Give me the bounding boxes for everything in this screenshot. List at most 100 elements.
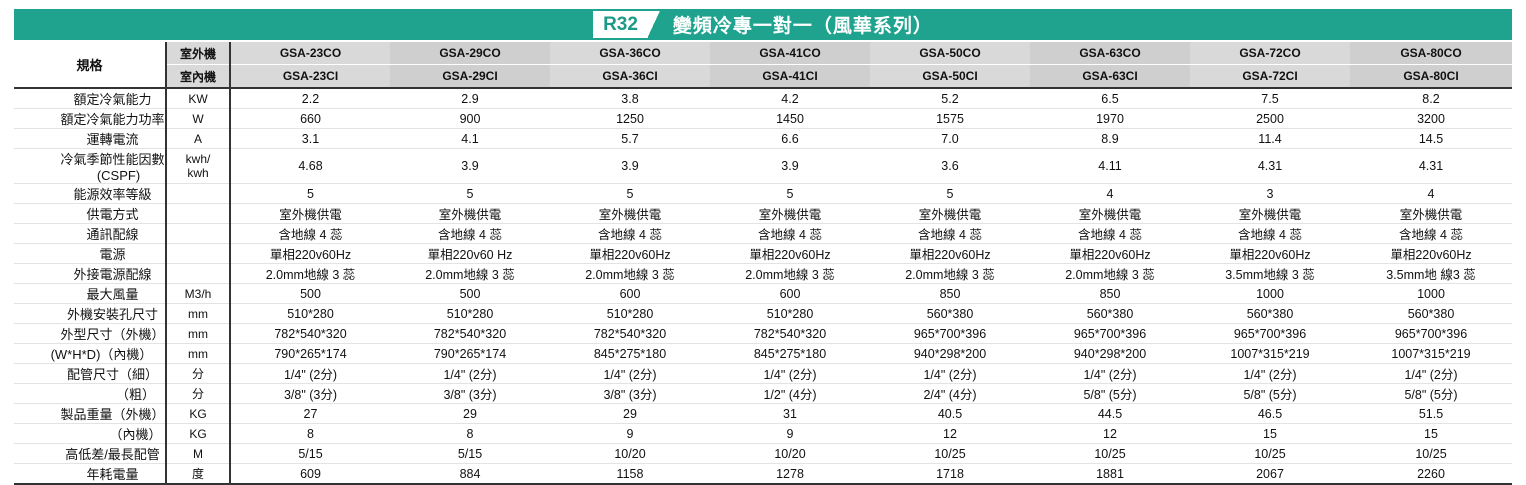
spec-value: 5/8" (5分) xyxy=(1190,383,1350,404)
spec-value: 室外機供電 xyxy=(550,203,710,224)
row-unit: KG xyxy=(165,423,231,444)
spec-row: 外機安裝孔尺寸 mm 510*280 510*280 510*280 510*280 560… xyxy=(14,303,1512,324)
spec-value: 1000 xyxy=(1190,283,1350,304)
spec-value: 845*275*180 xyxy=(710,343,870,364)
spec-value: 5 xyxy=(230,183,390,204)
spec-value: 含地線 4 蕊 xyxy=(390,223,550,244)
row-label: (W*H*D)（內機） xyxy=(14,343,166,364)
spec-value: 3.8 xyxy=(550,88,710,109)
spec-value: 7.5 xyxy=(1190,88,1350,109)
spec-value: 6.5 xyxy=(1030,88,1190,109)
spec-value: 1881 xyxy=(1030,463,1190,485)
spec-value: 4.2 xyxy=(710,88,870,109)
outdoor-model-3: GSA-41CO xyxy=(710,42,870,65)
spec-value: 含地線 4 蕊 xyxy=(1350,223,1512,244)
spec-value: 884 xyxy=(390,463,550,485)
row-label-subtext: (CSPF) xyxy=(96,168,141,183)
spec-value: 510*280 xyxy=(710,303,870,324)
row-unit-text: mm xyxy=(188,346,208,361)
spec-value: 940*298*200 xyxy=(1030,343,1190,364)
row-label-text: (W*H*D)（內機） xyxy=(50,347,153,362)
spec-value: 1158 xyxy=(550,463,710,485)
row-label-text: 配管尺寸（細） xyxy=(66,367,158,382)
spec-value: 5/15 xyxy=(230,443,390,464)
row-unit xyxy=(165,263,231,284)
spec-value: 單相220v60Hz xyxy=(1190,243,1350,264)
indoor-model-0: GSA-23CI xyxy=(230,64,390,89)
spec-value: 單相220v60Hz xyxy=(1030,243,1190,264)
spec-value: 560*380 xyxy=(870,303,1030,324)
row-label: 外型尺寸（外機） xyxy=(14,323,166,344)
spec-row: 高低差/最長配管 M 5/15 5/15 10/20 10/20 10/25 10/25 10/… xyxy=(14,443,1512,464)
spec-value: 含地線 4 蕊 xyxy=(230,223,390,244)
spec-value: 51.5 xyxy=(1350,403,1512,424)
indoor-model-2: GSA-36CI xyxy=(550,64,710,89)
row-label-text: 電源 xyxy=(99,247,126,262)
spec-value: 8 xyxy=(390,423,550,444)
spec-value: 850 xyxy=(870,283,1030,304)
spec-value: 3.1 xyxy=(230,128,390,149)
spec-value: 1007*315*219 xyxy=(1190,343,1350,364)
spec-row: 通訊配線 含地線 4 蕊含地線 4 蕊含地線 4 蕊含地線 4 蕊含地線 4 蕊含… xyxy=(14,223,1512,244)
spec-value: 940*298*200 xyxy=(870,343,1030,364)
spec-row: 額定冷氣能力功率 W 660 900 1250 1450 1575 1970 2500 3200 xyxy=(14,108,1512,129)
row-unit: KG xyxy=(165,403,231,424)
indoor-unit-label: 室內機 xyxy=(165,64,231,89)
row-unit-text: KG xyxy=(189,406,207,421)
spec-value: 3.9 xyxy=(390,148,550,184)
spec-value: 510*280 xyxy=(230,303,390,324)
row-label: 電源 xyxy=(14,243,166,264)
spec-value: 560*380 xyxy=(1350,303,1512,324)
spec-row: 年耗電量 度 609 884 1158 1278 1718 1881 2067 2260 xyxy=(14,463,1512,485)
outdoor-model-1: GSA-29CO xyxy=(390,42,550,65)
row-unit-text: M3/h xyxy=(184,286,212,301)
spec-value: 5 xyxy=(870,183,1030,204)
spec-value: 46.5 xyxy=(1190,403,1350,424)
row-label: 高低差/最長配管 xyxy=(14,443,166,464)
spec-value: 10/20 xyxy=(550,443,710,464)
spec-row: 運轉電流 A 3.1 4.1 5.7 6.6 7.0 8.9 11.4 14.5 xyxy=(14,128,1512,149)
spec-value: 15 xyxy=(1350,423,1512,444)
row-label: 額定冷氣能力功率 xyxy=(14,108,166,129)
spec-value: 609 xyxy=(230,463,390,485)
row-label: 額定冷氣能力 xyxy=(14,88,166,109)
spec-value: 782*540*320 xyxy=(710,323,870,344)
row-unit: 分 xyxy=(165,363,231,384)
indoor-model-4: GSA-50CI xyxy=(870,64,1030,89)
spec-table: 規格 室外機 GSA-23CO GSA-29CO GSA-36CO GSA-41CO G… xyxy=(14,42,1512,485)
spec-row: 外型尺寸（外機） mm 782*540*320 782*540*320 782*540*… xyxy=(14,323,1512,344)
spec-value: 965*700*396 xyxy=(1030,323,1190,344)
spec-value: 10/25 xyxy=(1190,443,1350,464)
spec-row: 配管尺寸（細）分 1/4" (2分) 1/4" (2分) 1/4" (2分) 1/4" … xyxy=(14,363,1512,384)
spec-value: 1007*315*219 xyxy=(1350,343,1512,364)
outdoor-model-7: GSA-80CO xyxy=(1350,42,1512,65)
outdoor-model-6: GSA-72CO xyxy=(1190,42,1350,65)
spec-value: 4.31 xyxy=(1350,148,1512,184)
spec-value: 含地線 4 蕊 xyxy=(1190,223,1350,244)
spec-value: 1450 xyxy=(710,108,870,129)
spec-value: 2.2 xyxy=(230,88,390,109)
spec-value: 500 xyxy=(230,283,390,304)
spec-value: 4.1 xyxy=(390,128,550,149)
spec-row: 製品重量（外機） KG 27 29 29 31 40.5 44.5 46.5 51.5 xyxy=(14,403,1512,424)
indoor-model-5: GSA-63CI xyxy=(1030,64,1190,89)
spec-value: 8 xyxy=(230,423,390,444)
spec-value: 9 xyxy=(710,423,870,444)
row-label: 運轉電流 xyxy=(14,128,166,149)
spec-value: 790*265*174 xyxy=(230,343,390,364)
row-label: 供電方式 xyxy=(14,203,166,224)
spec-value: 室外機供電 xyxy=(230,203,390,224)
spec-value: 4.11 xyxy=(1030,148,1190,184)
spec-value: 850 xyxy=(1030,283,1190,304)
spec-value: 510*280 xyxy=(390,303,550,324)
row-label-text: 外型尺寸（外機） xyxy=(60,327,165,342)
spec-value: 965*700*396 xyxy=(870,323,1030,344)
spec-value: 40.5 xyxy=(870,403,1030,424)
indoor-model-row: 室內機 GSA-23CI GSA-29CI GSA-36CI GSA-41CI GSA-… xyxy=(14,64,1512,89)
spec-value: 室外機供電 xyxy=(870,203,1030,224)
indoor-model-6: GSA-72CI xyxy=(1190,64,1350,89)
spec-value: 660 xyxy=(230,108,390,129)
row-label-text: （粗） xyxy=(115,387,155,402)
row-unit: M xyxy=(165,443,231,464)
